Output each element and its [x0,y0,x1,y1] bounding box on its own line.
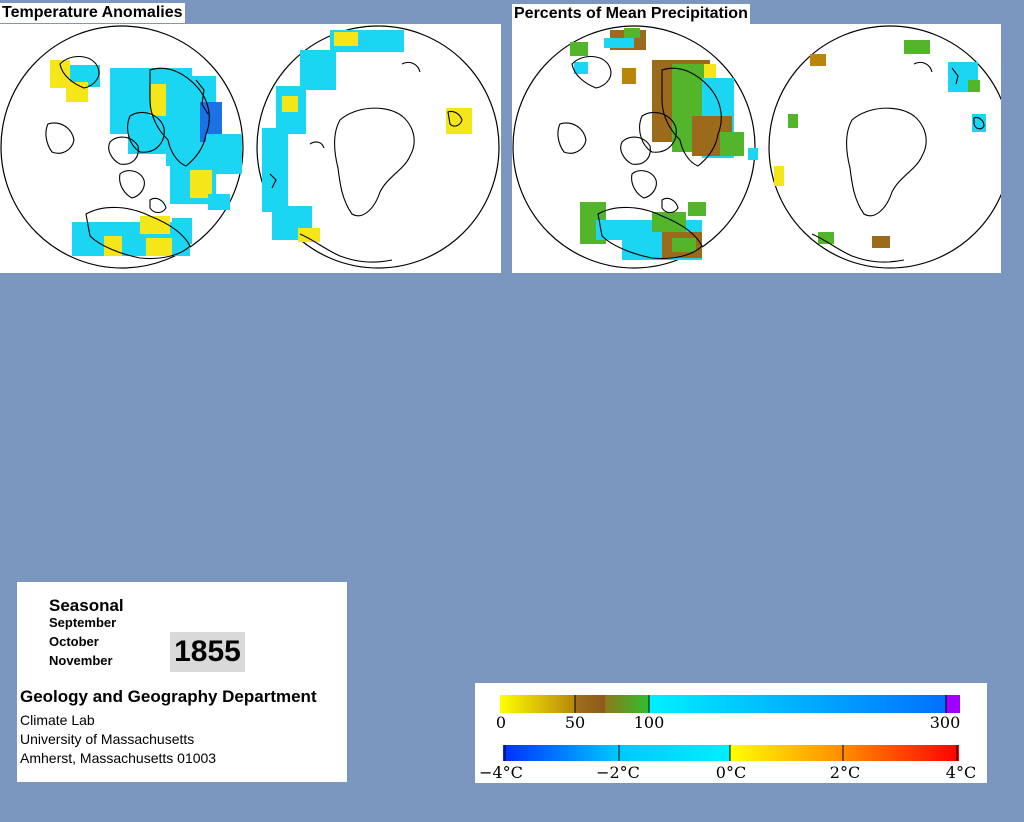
temp-tick-label: −2°C [596,763,640,782]
temperature-map-panel [0,24,501,273]
month-label: September [49,615,117,630]
year-display: 1855 [170,632,245,672]
precipitation-colorbar [500,695,960,713]
precip-tick-label: 300 [930,713,961,732]
address: Amherst, Massachusetts 01003 [20,750,217,766]
season-mode: Seasonal [49,596,124,615]
precipitation-cells-west [570,28,758,260]
lab-name: Climate Lab [20,712,95,728]
legend-box: 0 50 100 300 −4°C −2°C 0°C 2°C 4°C [475,683,987,783]
precip-tick-label: 100 [634,713,665,732]
department-name: Geology and Geography Department [20,687,317,706]
info-box: Seasonal September October November 1855… [17,582,347,782]
temperature-anomaly-cells-west [50,60,242,256]
precipitation-globe-east [768,25,1001,269]
temperature-map-svg [0,25,500,269]
temperature-colorbar [503,745,959,761]
temperature-globe-east [256,25,500,269]
university-name: University of Massachusetts [20,731,195,747]
temperature-coastlines-east [269,61,463,263]
temp-tick-label: 2°C [830,763,860,782]
temp-tick-label: 4°C [946,763,976,782]
temperature-map-title: Temperature Anomalies [0,3,185,23]
temperature-coastlines-west [45,55,210,260]
precip-tick-label: 0 [496,713,506,732]
precipitation-globe-west [512,25,758,269]
month-label: November [49,653,113,668]
precipitation-coastlines-west [557,55,722,260]
month-label: October [49,634,99,649]
precip-tick-label: 50 [565,713,585,732]
temp-tick-label: −4°C [479,763,523,782]
precipitation-coastlines-east [811,61,985,263]
precipitation-map-panel [512,24,1001,273]
temp-tick-label: 0°C [716,763,746,782]
legend-svg: 0 50 100 300 −4°C −2°C 0°C 2°C 4°C [479,695,976,782]
precipitation-map-svg [512,25,1001,269]
temperature-anomaly-cells-east [262,30,472,242]
precipitation-map-title: Percents of Mean Precipitation [512,4,750,24]
temperature-globe-west [0,25,244,269]
